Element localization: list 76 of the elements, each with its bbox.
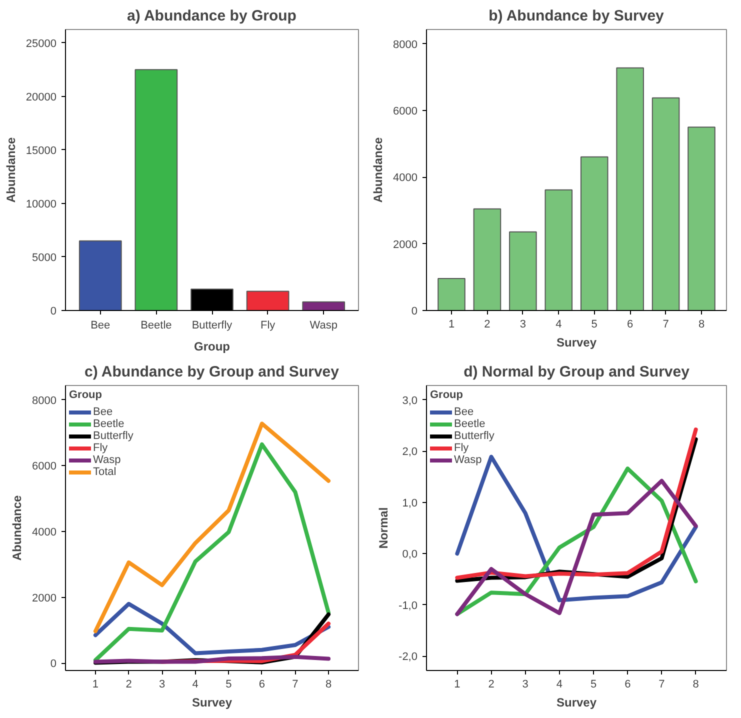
- x-tick-label: 4: [556, 318, 562, 330]
- legend-label: Butterfly: [93, 430, 134, 442]
- legend-label: Total: [93, 466, 116, 478]
- x-tick-label: 2: [126, 678, 132, 690]
- y-tick-label: 4000: [32, 526, 57, 539]
- y-tick-label: 8000: [32, 394, 57, 407]
- chart-title: a) Abundance by Group: [126, 8, 296, 24]
- chart-title: d) Normal by Group and Survey: [464, 364, 690, 380]
- y-tick-label: 2000: [32, 592, 57, 604]
- x-tick-label: Fly: [260, 320, 276, 332]
- y-tick-label: -1,0: [398, 600, 418, 612]
- x-axis-title: Survey: [556, 336, 597, 350]
- chart-title: b) Abundance by Survey: [488, 8, 665, 24]
- x-tick-label: 3: [159, 678, 166, 690]
- x-tick-label: 4: [556, 678, 563, 690]
- x-tick-label: 2: [488, 678, 494, 690]
- legend-label: Wasp: [93, 454, 121, 466]
- x-tick-label: 2: [484, 318, 490, 330]
- y-tick-label: 6000: [393, 106, 418, 118]
- legend-title: Group: [430, 389, 464, 401]
- x-tick-label: 8: [692, 678, 699, 690]
- y-tick-label: 0: [50, 306, 57, 318]
- x-tick-label: Beetle: [140, 320, 172, 332]
- legend-label: Bee: [93, 406, 113, 418]
- x-axis-title: Group: [194, 340, 230, 354]
- x-tick-label: 1: [448, 318, 455, 330]
- legend-label: Beetle: [93, 418, 124, 430]
- x-tick-label: 5: [591, 318, 598, 330]
- y-axis-title: Abundance: [371, 137, 386, 203]
- y-tick-label: 2,0: [402, 446, 418, 458]
- y-tick-label: 1,0: [402, 497, 418, 510]
- x-tick-label: 1: [454, 678, 460, 690]
- x-axis-title: Survey: [556, 696, 597, 710]
- y-tick-label: 0: [50, 658, 57, 670]
- y-tick-label: 15000: [26, 144, 57, 157]
- chart-title: c) Abundance by Group and Survey: [84, 364, 340, 380]
- y-tick-label: 10000: [26, 198, 57, 210]
- x-axis-title: Survey: [192, 696, 232, 710]
- y-tick-label: 25000: [26, 38, 57, 50]
- y-axis-title: Normal: [376, 507, 391, 549]
- x-tick-label: 6: [627, 318, 634, 330]
- y-axis-title: Abundance: [4, 137, 18, 203]
- y-tick-label: 20000: [26, 91, 57, 104]
- legend-label: Fly: [93, 442, 109, 454]
- x-tick-label: Wasp: [310, 320, 338, 332]
- y-tick-label: 4000: [393, 172, 418, 184]
- x-tick-label: 5: [226, 678, 232, 690]
- y-axis-title: Abundance: [10, 495, 24, 561]
- legend-label: Bee: [454, 406, 474, 418]
- legend-label: Beetle: [454, 418, 486, 430]
- y-tick-label: 3,0: [402, 394, 418, 407]
- x-tick-label: 6: [624, 678, 631, 690]
- y-tick-label: 0,0: [402, 548, 418, 561]
- y-tick-label: 5000: [32, 252, 57, 264]
- x-tick-label: 7: [662, 318, 669, 330]
- x-tick-label: 3: [522, 678, 528, 690]
- legend-label: Wasp: [454, 454, 482, 466]
- x-tick-label: 7: [292, 678, 298, 690]
- x-tick-label: 7: [658, 678, 665, 690]
- y-tick-label: 6000: [32, 460, 57, 473]
- x-tick-label: 6: [258, 678, 266, 690]
- y-tick-label: 8000: [393, 38, 418, 51]
- x-tick-label: Bee: [90, 320, 110, 332]
- legend-label: Fly: [454, 442, 470, 454]
- x-tick-label: 8: [698, 318, 705, 330]
- x-tick-label: 3: [520, 318, 526, 330]
- legend-label: Butterfly: [454, 430, 494, 442]
- x-tick-label: 8: [325, 678, 332, 690]
- y-tick-label: -2,0: [398, 651, 418, 664]
- legend-title: Group: [69, 389, 103, 401]
- x-tick-label: Butterfly: [192, 320, 233, 332]
- y-tick-label: 2000: [393, 238, 418, 251]
- x-tick-label: 4: [192, 678, 198, 690]
- x-tick-label: 1: [92, 678, 99, 690]
- x-tick-label: 5: [590, 678, 597, 690]
- y-tick-label: 0: [411, 306, 418, 318]
